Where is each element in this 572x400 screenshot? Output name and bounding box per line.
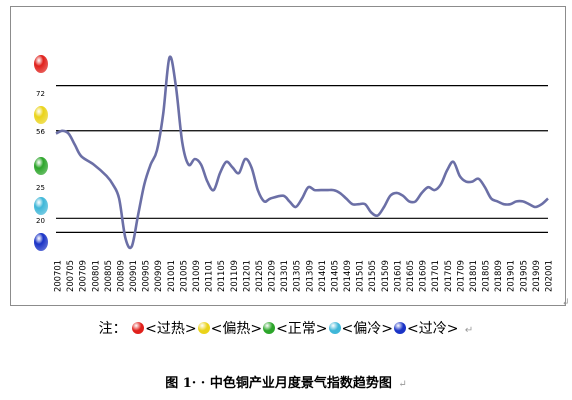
legend-label-3: <偏冷> [341, 321, 393, 337]
x-tick-label-39: 202001 [544, 260, 554, 292]
x-tick-label-30: 201701 [430, 260, 440, 292]
legend-label-0: <过热> [145, 321, 197, 337]
legend-label-1: <偏热> [210, 321, 263, 337]
legend-swatch-0 [132, 322, 145, 334]
series-line [55, 55, 549, 250]
x-tick-label-19: 201305 [292, 260, 302, 292]
x-tick-label-27: 201601 [392, 260, 402, 292]
x-tick-label-4: 200805 [103, 260, 113, 292]
signal-lamp-label-3: 25 [36, 184, 45, 192]
chart-frame [10, 6, 566, 306]
x-tick-label-7: 200905 [141, 260, 151, 292]
legend-swatch-4 [394, 322, 406, 334]
x-tick-label-31: 201705 [443, 260, 453, 292]
x-tick-label-24: 201501 [355, 260, 365, 292]
x-tick-label-11: 201009 [191, 260, 201, 292]
signal-lamp-1 [34, 106, 48, 124]
x-tick-label-21: 201401 [317, 260, 327, 292]
x-tick-label-36: 201901 [506, 260, 516, 292]
x-tick-label-33: 201801 [468, 260, 478, 292]
frame-corner-mark: ↲ [562, 298, 570, 308]
signal-lamp-label-1: 72 [36, 90, 45, 98]
caption-return-mark: ↵ [398, 379, 407, 390]
x-tick-label-20: 201309 [304, 260, 314, 292]
x-tick-label-18: 201301 [279, 260, 289, 292]
x-tick-label-28: 201605 [405, 260, 415, 292]
x-tick-label-26: 201509 [380, 260, 390, 292]
x-tick-label-6: 200901 [128, 260, 138, 292]
x-tick-label-23: 201409 [342, 260, 352, 292]
x-tick-label-10: 201005 [178, 260, 188, 292]
legend-swatch-1 [197, 322, 210, 334]
chart-caption: 图 1· · 中色铜产业月度景气指数趋势图 ↵ [0, 372, 572, 391]
legend-swatch-3 [328, 322, 341, 334]
x-tick-label-3: 200801 [90, 260, 100, 292]
signal-lamp-label-4: 20 [36, 217, 45, 225]
x-tick-label-37: 201905 [518, 260, 528, 292]
return-mark: ↵ [464, 325, 474, 336]
legend: 注： <过热> <偏热> <正常> <偏冷> <过冷> ↵ [0, 318, 572, 338]
x-tick-label-29: 201609 [418, 260, 428, 292]
legend-label-2: <正常> [276, 321, 328, 337]
x-tick-label-34: 201805 [481, 260, 491, 292]
signal-lamp-4 [34, 233, 48, 251]
legend-swatch-2 [263, 322, 276, 334]
x-tick-label-25: 201505 [367, 260, 377, 292]
x-tick-label-14: 201109 [229, 260, 239, 292]
legend-note-label: 注： [98, 321, 127, 337]
x-tick-label-32: 201709 [455, 260, 465, 292]
x-tick-label-12: 201101 [204, 260, 214, 292]
x-tick-label-9: 201001 [166, 260, 176, 292]
x-tick-label-17: 201209 [267, 260, 277, 292]
signal-lamp-0 [34, 55, 48, 73]
x-tick-label-13: 201105 [216, 260, 226, 292]
legend-items: <过热> <偏热> <正常> <偏冷> <过冷> [131, 321, 458, 337]
x-tick-label-16: 201205 [254, 260, 264, 292]
x-tick-label-35: 201809 [493, 260, 503, 292]
signal-lamp-label-2: 56 [36, 128, 45, 136]
signal-lamp-2 [34, 157, 48, 175]
x-tick-label-38: 201909 [531, 260, 541, 292]
x-tick-label-0: 200701 [53, 260, 63, 292]
x-tick-label-8: 200909 [153, 260, 163, 292]
caption-text: 图 1· · 中色铜产业月度景气指数趋势图 [165, 376, 392, 391]
x-tick-label-1: 200705 [65, 260, 75, 292]
x-tick-label-2: 200709 [78, 260, 88, 292]
x-tick-label-5: 200809 [115, 260, 125, 292]
legend-label-4: <过冷> [407, 321, 459, 337]
signal-lamp-3 [34, 197, 48, 215]
x-tick-label-15: 201201 [241, 260, 251, 292]
x-tick-label-22: 201405 [329, 260, 339, 292]
